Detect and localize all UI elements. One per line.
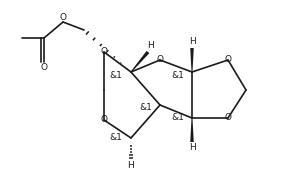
Text: O: O — [59, 13, 66, 22]
Text: &1: &1 — [109, 133, 122, 142]
Text: &1: &1 — [171, 72, 184, 81]
Polygon shape — [190, 48, 194, 72]
Text: H: H — [188, 144, 195, 153]
Text: &1: &1 — [139, 104, 152, 113]
Text: O: O — [224, 56, 231, 64]
Text: &1: &1 — [171, 113, 184, 122]
Text: O: O — [101, 116, 108, 124]
Text: O: O — [224, 113, 231, 122]
Polygon shape — [130, 51, 149, 72]
Polygon shape — [190, 118, 194, 142]
Text: H: H — [128, 161, 134, 170]
Text: H: H — [148, 41, 154, 50]
Text: O: O — [157, 56, 164, 64]
Text: O: O — [41, 62, 48, 72]
Text: &1: &1 — [109, 72, 122, 81]
Text: H: H — [188, 38, 195, 47]
Text: O: O — [101, 47, 108, 56]
